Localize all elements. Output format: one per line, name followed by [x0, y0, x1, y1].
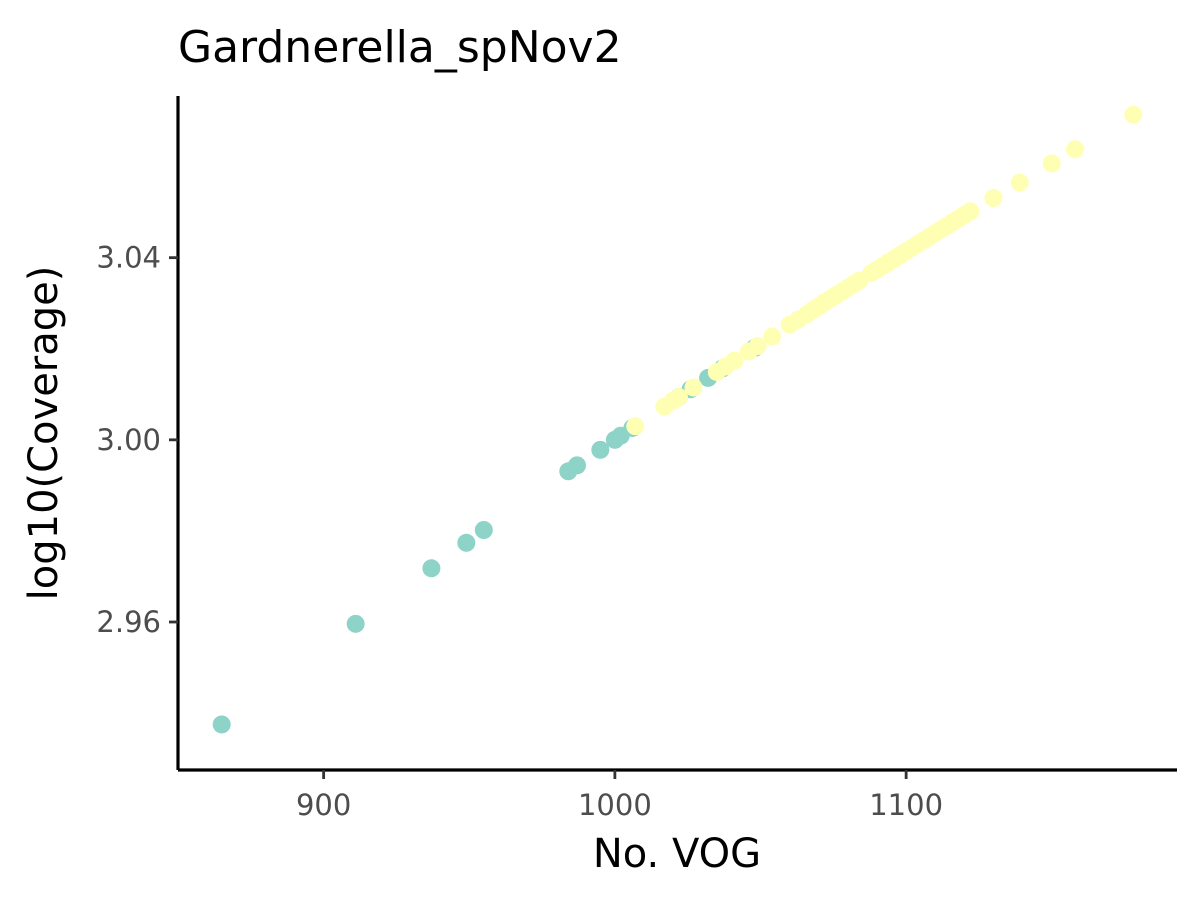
data-point	[591, 440, 610, 459]
points-layer	[212, 105, 1143, 734]
data-point	[1124, 105, 1143, 124]
data-point	[457, 533, 476, 552]
data-point	[212, 715, 231, 734]
data-point	[346, 614, 365, 633]
y-tick-label: 3.00	[96, 423, 161, 457]
data-point	[626, 417, 645, 436]
data-point	[474, 521, 493, 540]
y-tick-label: 2.96	[96, 605, 161, 639]
series-2	[626, 105, 1143, 436]
data-point	[422, 559, 441, 578]
data-point	[1066, 140, 1085, 159]
data-point	[568, 456, 587, 475]
data-point	[1042, 154, 1061, 173]
data-point	[984, 189, 1003, 208]
x-tick-label: 1100	[869, 788, 943, 822]
y-tick-label: 3.04	[96, 241, 161, 275]
y-axis-title: log10(Coverage)	[21, 266, 67, 601]
data-point	[763, 327, 782, 346]
data-point	[684, 378, 703, 397]
data-point	[725, 351, 744, 370]
x-tick-label: 900	[296, 788, 351, 822]
y-axis-ticks: 2.96 3.00 3.04	[96, 241, 178, 639]
data-point	[748, 337, 767, 356]
x-tick-label: 1000	[578, 788, 652, 822]
data-point	[1010, 173, 1029, 192]
data-point	[669, 388, 688, 407]
x-axis-ticks: 900 1000 1100	[296, 770, 943, 822]
x-axis-title: No. VOG	[593, 831, 761, 877]
chart-title: Gardnerella_spNov2	[178, 22, 622, 73]
data-point	[961, 202, 980, 221]
